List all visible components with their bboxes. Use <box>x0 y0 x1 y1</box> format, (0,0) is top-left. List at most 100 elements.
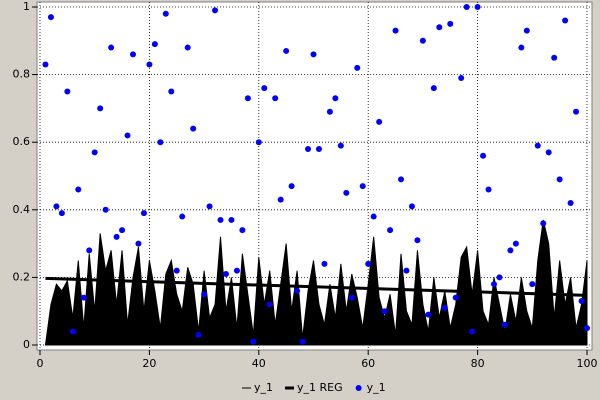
point <box>64 88 71 95</box>
point <box>288 183 295 190</box>
point <box>419 37 426 44</box>
point <box>168 88 175 95</box>
point <box>337 142 344 149</box>
point <box>518 44 525 51</box>
point <box>75 186 82 193</box>
point <box>425 311 432 318</box>
point <box>354 64 361 71</box>
point <box>212 7 219 14</box>
y-tick-label: 0.6 <box>13 135 31 148</box>
point <box>233 267 240 274</box>
legend-marker <box>355 385 362 391</box>
point <box>507 247 514 254</box>
point <box>496 274 503 281</box>
point <box>398 176 405 183</box>
point <box>480 152 487 159</box>
legend-label: y_1 REG <box>297 381 343 394</box>
point <box>97 105 104 112</box>
point <box>157 139 164 146</box>
point <box>567 200 574 207</box>
point <box>69 328 76 335</box>
point <box>179 213 186 220</box>
point <box>523 27 530 34</box>
point <box>573 108 580 115</box>
point <box>151 41 158 48</box>
point <box>53 203 60 210</box>
point <box>501 321 508 328</box>
point <box>321 260 328 267</box>
point <box>201 291 208 298</box>
point <box>261 85 268 92</box>
point <box>42 61 49 68</box>
point <box>146 61 153 68</box>
point <box>217 216 224 223</box>
point <box>485 186 492 193</box>
point <box>529 281 536 288</box>
point <box>545 149 552 156</box>
point <box>540 220 547 227</box>
point <box>239 227 246 234</box>
point <box>272 95 279 102</box>
point <box>458 74 465 81</box>
point <box>436 24 443 31</box>
point <box>255 139 262 146</box>
point <box>80 294 87 301</box>
x-tick-label: 60 <box>361 357 375 370</box>
point <box>562 17 569 24</box>
point <box>310 51 317 58</box>
point <box>387 227 394 234</box>
point <box>250 338 257 345</box>
point <box>469 328 476 335</box>
point <box>108 44 115 51</box>
point <box>135 240 142 247</box>
y-tick-label: 0.8 <box>13 68 31 81</box>
point <box>228 216 235 223</box>
point <box>315 145 322 152</box>
point <box>140 210 147 217</box>
point <box>556 176 563 183</box>
point <box>392 27 399 34</box>
point <box>441 304 448 311</box>
point <box>277 196 284 203</box>
point <box>474 4 481 10</box>
point <box>403 267 410 274</box>
point <box>47 14 54 21</box>
point <box>266 301 273 308</box>
point <box>91 149 98 156</box>
x-tick-label: 0 <box>37 357 44 370</box>
point <box>348 294 355 301</box>
regression-line <box>45 276 588 297</box>
x-tick-label: 80 <box>471 357 485 370</box>
point <box>534 142 541 149</box>
point <box>305 145 312 152</box>
y-tick-label: 0.2 <box>13 270 31 283</box>
point <box>452 294 459 301</box>
point <box>102 206 109 213</box>
point <box>173 267 180 274</box>
point <box>113 233 120 240</box>
point <box>512 240 519 247</box>
point <box>184 44 191 51</box>
point <box>244 95 251 102</box>
point <box>195 331 202 338</box>
point <box>376 118 383 125</box>
point <box>343 189 350 196</box>
point <box>447 20 454 27</box>
point <box>294 287 301 294</box>
point <box>326 108 333 115</box>
point <box>359 183 366 190</box>
point <box>190 125 197 132</box>
legend-label: y_1 <box>254 381 273 394</box>
point <box>86 247 93 254</box>
point <box>408 203 415 210</box>
point <box>162 10 169 17</box>
y-tick-label: 0 <box>23 338 30 351</box>
point <box>414 237 421 244</box>
point <box>463 4 470 10</box>
y-tick-label: 0.4 <box>13 203 31 216</box>
point <box>119 227 126 234</box>
point <box>381 308 388 315</box>
point <box>370 213 377 220</box>
point <box>365 260 372 267</box>
